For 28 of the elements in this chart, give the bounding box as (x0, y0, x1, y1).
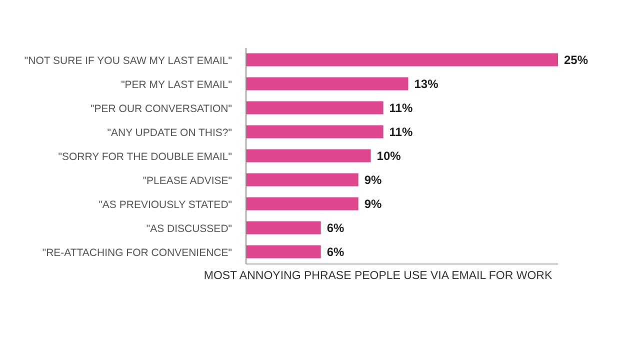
data-label: 6% (326, 221, 345, 236)
x-axis-title: MOST ANNOYING PHRASE PEOPLE USE VIA EMAIL FOR WORK (202, 270, 554, 282)
data-label: 6% (326, 245, 345, 260)
y-tick-label: "SORRY FOR THE DOUBLE EMAIL" (58, 151, 232, 163)
data-label: 11% (389, 101, 413, 116)
data-label: 13% (414, 77, 439, 92)
bar (246, 101, 384, 114)
y-tick-label: "ANY UPDATE ON THIS?" (107, 127, 232, 139)
y-tick-label: "PLEASE ADVISE" (142, 175, 232, 187)
y-tick-label: "PER MY LAST EMAIL" (121, 79, 232, 91)
bar (246, 245, 321, 258)
y-tick-label: "RE-ATTACHING FOR CONVENIENCE" (42, 247, 232, 259)
data-label: 11% (389, 125, 413, 140)
bar (246, 77, 408, 90)
bar (246, 173, 358, 186)
bar (246, 197, 358, 210)
data-label: 9% (364, 197, 382, 212)
y-tick-label: "PER OUR CONVERSATION" (90, 103, 232, 115)
bar (246, 221, 321, 234)
bar (246, 125, 384, 138)
y-tick-label: "AS PREVIOUSLY STATED" (98, 199, 232, 211)
data-label: 10% (376, 149, 402, 164)
y-tick-label: "AS DISCUSSED" (146, 223, 232, 235)
data-label: 9% (364, 173, 382, 188)
bar (246, 53, 558, 66)
y-tick-label: "NOT SURE IF YOU SAW MY LAST EMAIL" (24, 55, 232, 67)
data-label: 25% (564, 53, 588, 68)
bar (246, 149, 371, 162)
